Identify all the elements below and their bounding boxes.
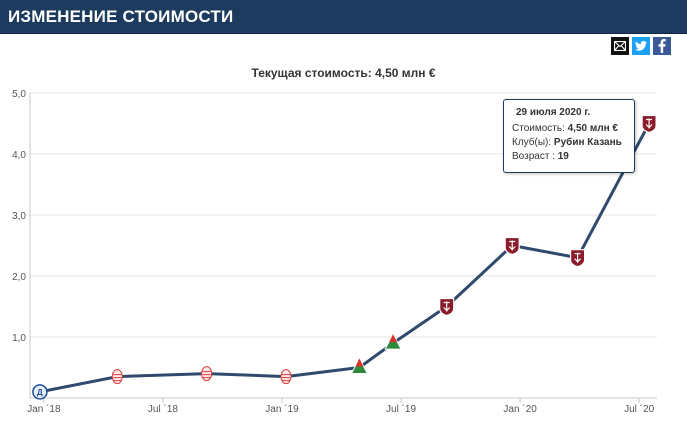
share-twitter-button[interactable] [632,37,650,55]
tooltip-value: 4,50 млн € [567,123,618,134]
club-crest-icon [280,369,292,385]
x-tick-label: Jan ´18 [27,403,61,415]
tooltip-age-row: Возраст : 19 [512,150,626,164]
y-tick-label: 2,0 [12,272,26,283]
data-point-marker[interactable] [201,366,213,382]
section-title: ИЗМЕНЕНИЕ СТОИМОСТИ [8,7,234,26]
club-crest-icon [201,366,213,382]
data-point-marker[interactable] [641,114,657,134]
share-bar [611,37,671,55]
y-tick-label: 5,0 [12,89,26,100]
value-line [39,122,651,394]
club-crest-icon [569,249,586,268]
share-email-button[interactable] [611,37,629,55]
value-tooltip: 29 июля 2020 г. Стоимость: 4,50 млн € Кл… [503,99,635,173]
tooltip-value-label: Стоимость: [512,123,565,134]
data-point-marker[interactable] [504,236,520,256]
x-tick-label: Jul ´19 [386,403,416,415]
club-crest-icon [350,358,368,374]
club-crest-icon [111,369,123,385]
x-tick-label: Jul ´18 [148,403,178,415]
tooltip-club: Рубин Казань [553,137,622,148]
data-point-marker[interactable] [384,333,402,350]
y-tick-label: 4,0 [12,150,26,161]
x-tick-label: Jul ´20 [624,403,654,415]
twitter-icon [635,41,647,51]
club-crest-icon [641,114,657,134]
data-point-marker[interactable] [280,369,292,385]
chart-title: Текущая стоимость: 4,50 млн € [251,66,436,80]
club-crest-icon [32,384,48,400]
email-icon [614,41,626,51]
data-point-marker[interactable] [32,384,48,400]
facebook-icon [658,39,666,53]
tooltip-value-row: Стоимость: 4,50 млн € [512,122,626,136]
y-tick-label: 3,0 [12,211,26,222]
section-header: ИЗМЕНЕНИЕ СТОИМОСТИ [0,0,687,34]
x-tick-label: Jan ´20 [503,403,537,415]
tooltip-club-label: Клуб(ы): [512,137,552,148]
tooltip-age-label: Возраст : [512,151,555,162]
tooltip-club-row: Клуб(ы): Рубин Казань [512,136,626,150]
data-point-marker[interactable] [350,358,368,374]
data-point-marker[interactable] [439,297,455,317]
club-crest-icon [384,333,402,350]
data-point-marker[interactable] [111,369,123,385]
share-facebook-button[interactable] [653,37,671,55]
club-crest-icon [504,236,520,256]
tooltip-age: 19 [557,151,569,162]
y-tick-label: 1,0 [12,333,26,344]
tooltip-date: 29 июля 2020 г. [516,107,591,118]
club-crest-icon [439,297,455,317]
x-tick-label: Jan ´19 [265,403,299,415]
data-point-marker[interactable] [569,249,586,268]
